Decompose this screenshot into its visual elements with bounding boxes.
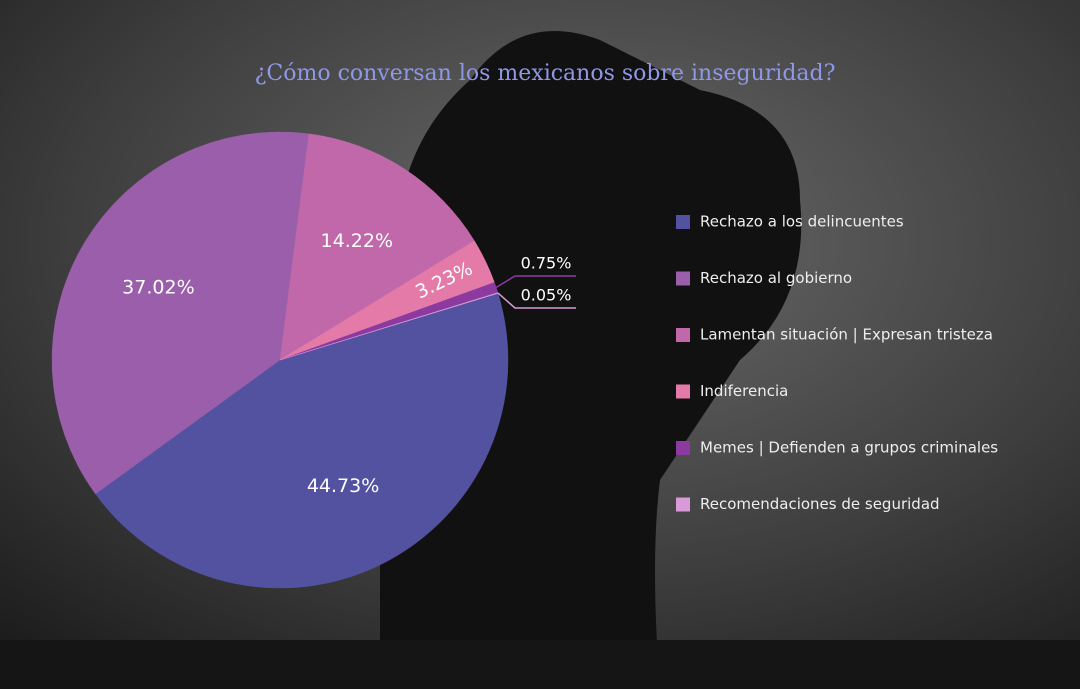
legend-swatch [676, 328, 690, 342]
legend-swatch [676, 384, 690, 399]
leader-line [497, 292, 576, 309]
value-label: 0.05% [521, 286, 572, 305]
value-label: 37.02% [122, 276, 194, 298]
legend-swatch [676, 441, 690, 455]
chart-title: ¿Cómo conversan los mexicanos sobre inse… [255, 61, 836, 86]
value-label: 14.22% [321, 230, 393, 252]
legend-swatch [676, 497, 690, 512]
legend-label: Recomendaciones de seguridad [700, 495, 940, 513]
pie-slice [279, 133, 475, 361]
legend-label: Rechazo a los delincuentes [700, 213, 904, 231]
pie-slice [51, 131, 310, 495]
legend-label: Lamentan situación | Expresan tristeza [700, 326, 993, 344]
pie-slice [95, 293, 509, 589]
ground [0, 640, 1080, 689]
legend-label: Memes | Defienden a grupos criminales [700, 439, 998, 457]
legend-swatch [676, 215, 690, 229]
value-label: 44.73% [307, 475, 379, 497]
legend-swatch [676, 271, 690, 286]
legend-label: Indiferencia [700, 382, 788, 400]
legend: Rechazo a los delincuentes Rechazo al gob… [676, 213, 998, 513]
pie: 44.73%37.02%14.22%3.23% 0.75%0.05% [51, 131, 576, 589]
silhouette [373, 31, 802, 689]
legend-label: Rechazo al gobierno [700, 269, 852, 287]
value-label: 0.75% [521, 254, 572, 273]
leader-line [495, 275, 576, 289]
